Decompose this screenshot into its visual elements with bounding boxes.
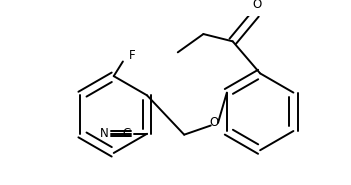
Text: O: O	[253, 0, 262, 11]
Text: F: F	[128, 50, 135, 63]
Text: N: N	[100, 127, 108, 140]
Text: O: O	[210, 116, 219, 129]
Text: C: C	[123, 127, 131, 140]
